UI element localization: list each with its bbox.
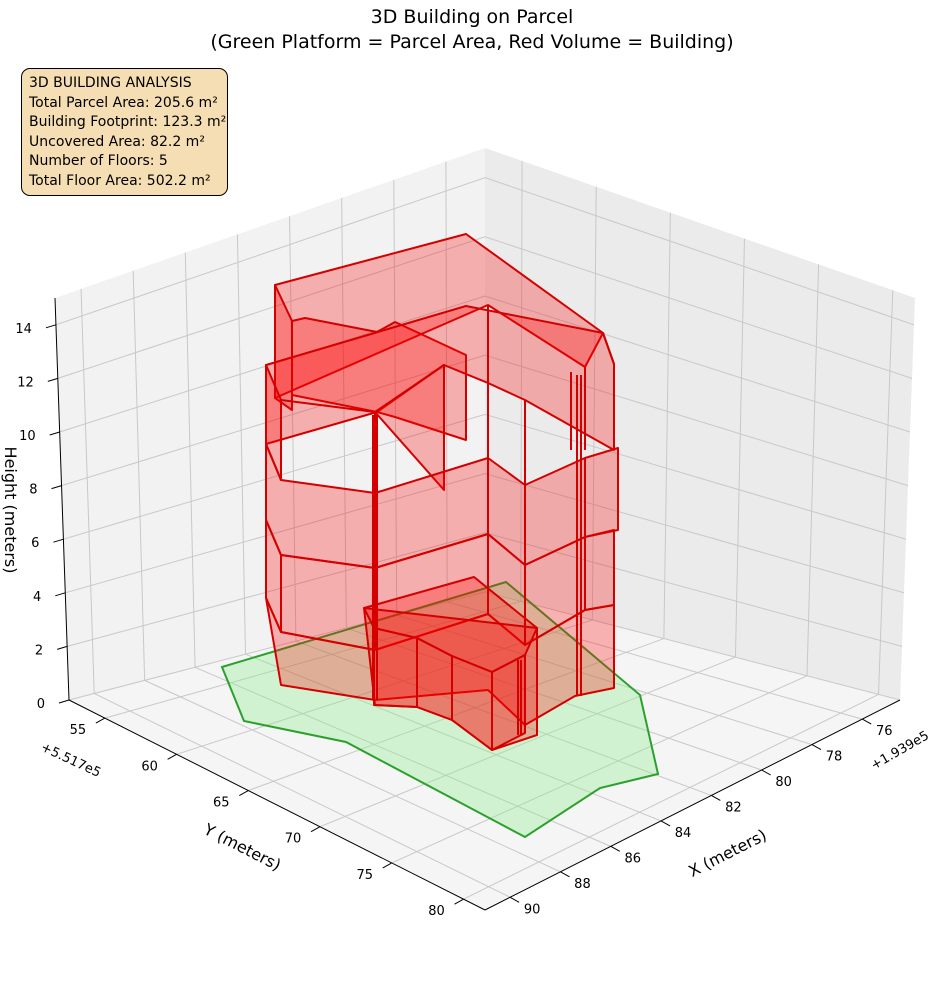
x-tick-label: 84: [675, 826, 692, 841]
x-axis-label: X (meters): [685, 825, 769, 881]
x-tick: [509, 896, 520, 903]
y-tick-label: 55: [70, 723, 87, 738]
chart-subtitle: (Green Platform = Parcel Area, Red Volum…: [210, 31, 734, 53]
x-tick: [610, 845, 621, 852]
y-tick-label: 75: [356, 868, 373, 883]
x-tick: [660, 820, 671, 827]
z-tick: [47, 377, 58, 382]
grid-line-z: [67, 532, 903, 647]
z-tick: [56, 645, 68, 650]
y-tick-label: 65: [213, 796, 230, 811]
x-axis-line: [484, 699, 901, 911]
grid-line-z: [65, 473, 905, 594]
z-tick: [45, 324, 57, 329]
y-tick: [167, 753, 177, 760]
y-axis-label: Y (meters): [200, 819, 284, 874]
z-tick-label: 6: [31, 536, 39, 551]
info-header: 3D BUILDING ANALYSIS: [29, 75, 192, 91]
grid-line-z: [57, 236, 913, 379]
info-line: Number of Floors: 5: [29, 153, 168, 169]
building-edges: [372, 305, 615, 735]
grid-line-z: [68, 591, 901, 701]
x-tick: [811, 744, 822, 750]
z-axis-line: [54, 297, 70, 701]
z-tick-label: 8: [29, 483, 37, 498]
edge-line: [602, 332, 615, 365]
z-tick-label: 10: [19, 429, 36, 444]
x-tick-label: 76: [876, 724, 893, 739]
y-tick: [382, 862, 393, 869]
y-tick-label: 70: [285, 832, 302, 847]
z-tick-label: 12: [17, 375, 34, 390]
z-tick: [53, 538, 64, 543]
x-tick: [711, 795, 721, 801]
z-tick-label: 0: [37, 697, 45, 712]
building-face: [274, 284, 293, 411]
z-tick-label: 14: [15, 322, 32, 337]
info-line: Building Footprint: 123.3 m²: [29, 114, 227, 130]
building-face: [265, 597, 615, 726]
y-axis-line: [68, 699, 486, 911]
building-face: [291, 317, 467, 441]
y-tick: [239, 790, 249, 796]
x-tick-label: 80: [775, 775, 792, 790]
z-tick: [51, 485, 62, 490]
info-line: Total Parcel Area: 205.6 m²: [29, 94, 218, 111]
building-info-box: 3D BUILDING ANALYSIS Total Parcel Area: …: [21, 68, 228, 196]
y-tick-label: 60: [141, 759, 158, 774]
z-tick-label: 4: [33, 590, 41, 605]
x-tick-label: 82: [725, 800, 742, 815]
chart-title: 3D Building on Parcel: [370, 6, 574, 28]
z-tick-label: 2: [35, 643, 43, 658]
x-tick: [560, 871, 570, 878]
x-tick: [761, 769, 771, 776]
z-axis-label: Height (meters): [1, 447, 20, 574]
info-line: Uncovered Area: 82.2 m²: [29, 133, 205, 150]
x-tick-label: 90: [524, 902, 541, 917]
z-tick: [55, 592, 66, 597]
grid-line-z: [63, 413, 907, 540]
y-tick: [310, 826, 321, 833]
parcel-polygon: [220, 580, 660, 839]
y-tick: [454, 898, 464, 905]
x-tick-label: 86: [624, 851, 641, 866]
y-tick-label: 80: [428, 904, 445, 919]
grid-line-z: [59, 295, 911, 433]
x-tick: [862, 718, 872, 725]
building-face: [491, 654, 526, 751]
info-line: Total Floor Area: 502.2 m²: [29, 172, 211, 189]
building-face: [373, 627, 418, 708]
z-tick: [49, 431, 60, 436]
x-tick-label: 78: [826, 750, 843, 765]
y-tick: [95, 717, 106, 724]
grid-line-z: [61, 354, 909, 487]
building-volume: [265, 233, 619, 751]
z-tick: [58, 699, 70, 704]
building-face: [280, 364, 445, 491]
grid-line-z: [55, 177, 915, 326]
y-axis-offset: +5.517e5: [38, 740, 103, 781]
x-tick-label: 88: [574, 877, 591, 892]
